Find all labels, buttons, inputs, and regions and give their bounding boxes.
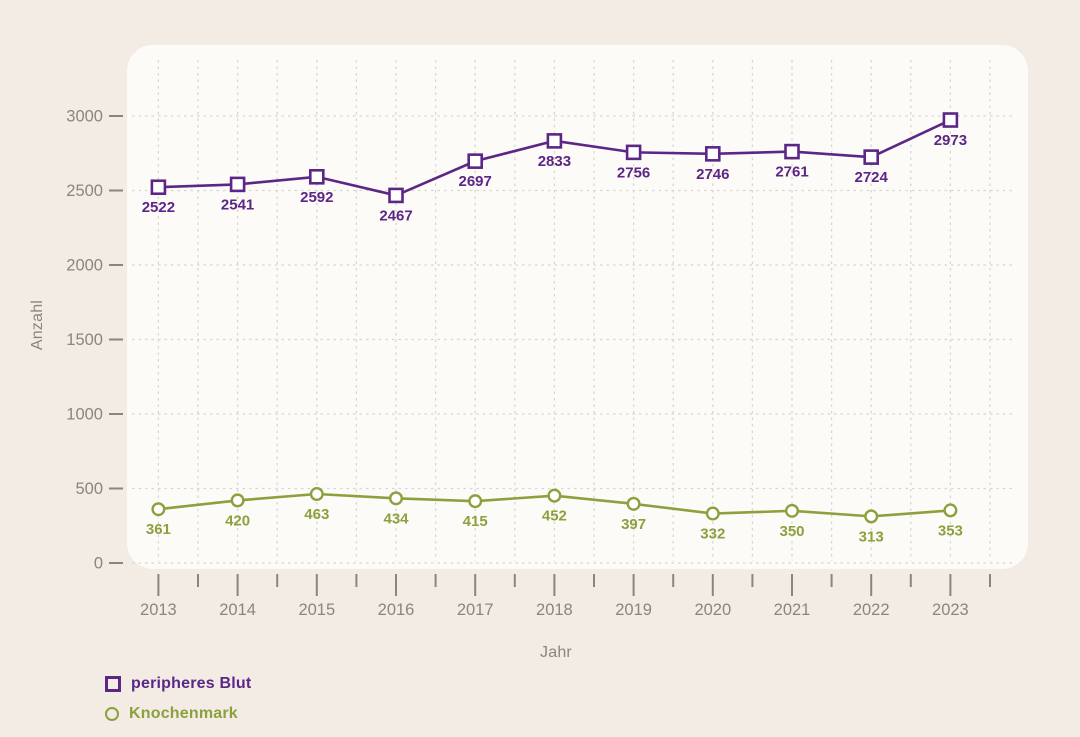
x-tick-label: 2014 [219,601,256,619]
data-point-label: 2592 [300,189,333,206]
data-point-label: 2746 [696,166,729,183]
data-point-label: 452 [542,508,567,525]
data-point-marker [389,491,404,506]
x-tick-label: 2018 [536,601,573,619]
data-point-label: 361 [146,521,171,538]
data-point-marker [626,496,641,511]
x-axis-title: Jahr [540,644,572,661]
y-tick-label: 2500 [66,182,103,200]
y-tick-label: 2000 [66,257,103,275]
legend-item-knochenmark: Knochenmark [105,705,251,723]
x-tick-label: 2016 [378,601,415,619]
data-point-marker [229,176,246,193]
circle-marker-icon [105,707,119,721]
data-point-label: 350 [779,523,804,540]
x-tick-label: 2020 [694,601,731,619]
y-tick-label: 1000 [66,406,103,424]
data-point-label: 2756 [617,164,650,181]
data-point-label: 2761 [775,164,808,181]
data-point-marker [309,487,324,502]
data-point-marker [388,187,404,204]
data-point-marker [705,506,720,521]
data-point-marker [467,153,484,169]
data-point-marker [785,503,800,518]
data-point-marker [704,146,721,162]
data-point-label: 2697 [459,173,492,190]
data-point-label: 420 [225,512,250,529]
legend-label: peripheres Blut [131,675,252,692]
data-point-label: 415 [463,513,488,530]
data-point-label: 2833 [538,153,571,170]
square-marker-icon [105,676,121,692]
x-tick-label: 2015 [298,601,335,619]
data-point-marker [863,149,880,165]
data-point-marker [151,502,166,517]
x-tick-label: 2013 [140,601,177,619]
x-tick-label: 2022 [853,601,890,619]
data-point-marker [468,494,483,509]
data-point-marker [942,112,959,128]
data-point-marker [547,488,562,503]
chart-panel [127,45,1028,569]
data-point-label: 397 [621,516,646,533]
legend-label: Knochenmark [129,705,238,722]
x-tick-label: 2019 [615,601,652,619]
data-point-label: 353 [938,522,963,539]
y-tick-label: 500 [75,480,103,498]
data-point-label: 332 [700,526,725,543]
data-point-label: 434 [383,510,409,527]
y-tick-label: 0 [94,555,103,573]
y-tick-label: 3000 [66,108,103,126]
data-point-marker [864,509,879,524]
data-point-label: 2522 [142,199,175,216]
data-point-label: 2467 [379,207,412,224]
data-point-marker [150,179,167,196]
data-point-marker [308,168,325,185]
y-tick-label: 1500 [66,331,103,349]
data-point-marker [546,133,563,149]
x-tick-label: 2023 [932,601,969,619]
data-point-marker [784,143,800,160]
x-tick-label: 2017 [457,601,494,619]
data-point-label: 2973 [934,132,967,149]
x-tick-label: 2021 [774,601,811,619]
data-point-label: 463 [304,506,329,523]
legend: peripheres Blut Knochenmark [105,675,251,735]
data-point-marker [943,503,958,518]
data-point-marker [230,493,245,508]
data-point-marker [625,144,642,161]
data-point-label: 2724 [855,169,889,186]
legend-item-peripheres-blut: peripheres Blut [105,675,251,693]
data-point-label: 2541 [221,196,254,213]
y-axis-title: Anzahl [29,299,46,351]
data-point-label: 313 [859,528,884,545]
